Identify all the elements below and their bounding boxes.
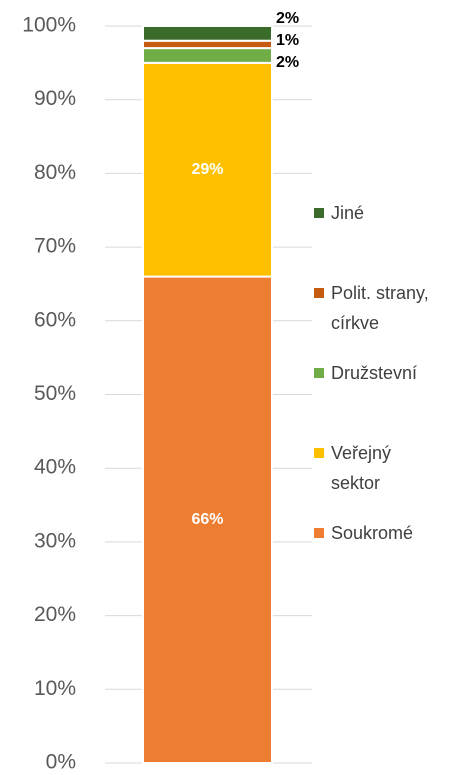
bar-segment (142, 61, 273, 278)
legend-label: Družstevní (331, 363, 418, 383)
y-tick-label: 50% (34, 382, 76, 405)
data-label: 66% (191, 511, 223, 528)
y-tick-label: 70% (34, 235, 76, 258)
bar-segment (142, 47, 273, 64)
y-tick-label: 20% (34, 603, 76, 626)
y-tick-label: 30% (34, 529, 76, 552)
y-tick-label: 0% (46, 751, 76, 774)
data-label: 1% (276, 32, 299, 49)
y-tick-label: 100% (22, 14, 76, 37)
data-label: 29% (191, 161, 223, 178)
y-tick-label: 40% (34, 456, 76, 479)
legend-label: Veřejný sektor (331, 443, 392, 493)
bar-segment (142, 39, 273, 50)
bar-segment (142, 275, 273, 764)
y-tick-label: 80% (34, 161, 76, 184)
legend-marker (314, 528, 324, 538)
legend-label: Soukromé (331, 523, 414, 543)
legend-marker (314, 288, 324, 298)
y-tick-label: 90% (34, 87, 76, 110)
legend-marker (314, 448, 324, 458)
legend-label: Polit. strany, církve (331, 283, 429, 333)
data-label: 2% (276, 54, 299, 71)
legend-marker (314, 208, 324, 218)
data-label: 2% (276, 10, 299, 27)
y-tick-label: 60% (34, 308, 76, 331)
legend-label: Jiné (331, 203, 365, 223)
bar-segment (142, 25, 273, 42)
y-tick-label: 10% (34, 677, 76, 700)
legend-marker (314, 368, 324, 378)
